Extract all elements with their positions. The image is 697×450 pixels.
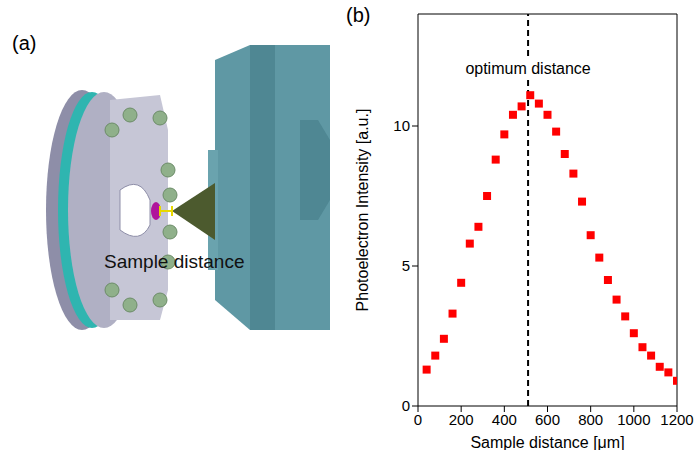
svg-text:5: 5: [402, 257, 410, 274]
svg-text:200: 200: [449, 411, 474, 428]
svg-text:Sample distance: Sample distance: [104, 251, 244, 272]
svg-text:1200: 1200: [660, 411, 693, 428]
svg-text:10: 10: [393, 117, 410, 134]
svg-text:0: 0: [402, 397, 410, 414]
html-text:(b): (b): [346, 4, 371, 26]
svg-text:400: 400: [492, 411, 517, 428]
svg-text:Sample distance [μm]: Sample distance [μm]: [470, 434, 624, 450]
svg-text:600: 600: [535, 411, 560, 428]
svg-text:Photoelectron Intensity [a.u.]: Photoelectron Intensity [a.u.]: [354, 109, 371, 312]
svg-text:0: 0: [414, 411, 422, 428]
svg-text:optimum distance: optimum distance: [465, 60, 590, 77]
svg-text:1000: 1000: [617, 411, 650, 428]
svg-text:(a): (a): [12, 32, 36, 54]
svg-text:800: 800: [578, 411, 603, 428]
